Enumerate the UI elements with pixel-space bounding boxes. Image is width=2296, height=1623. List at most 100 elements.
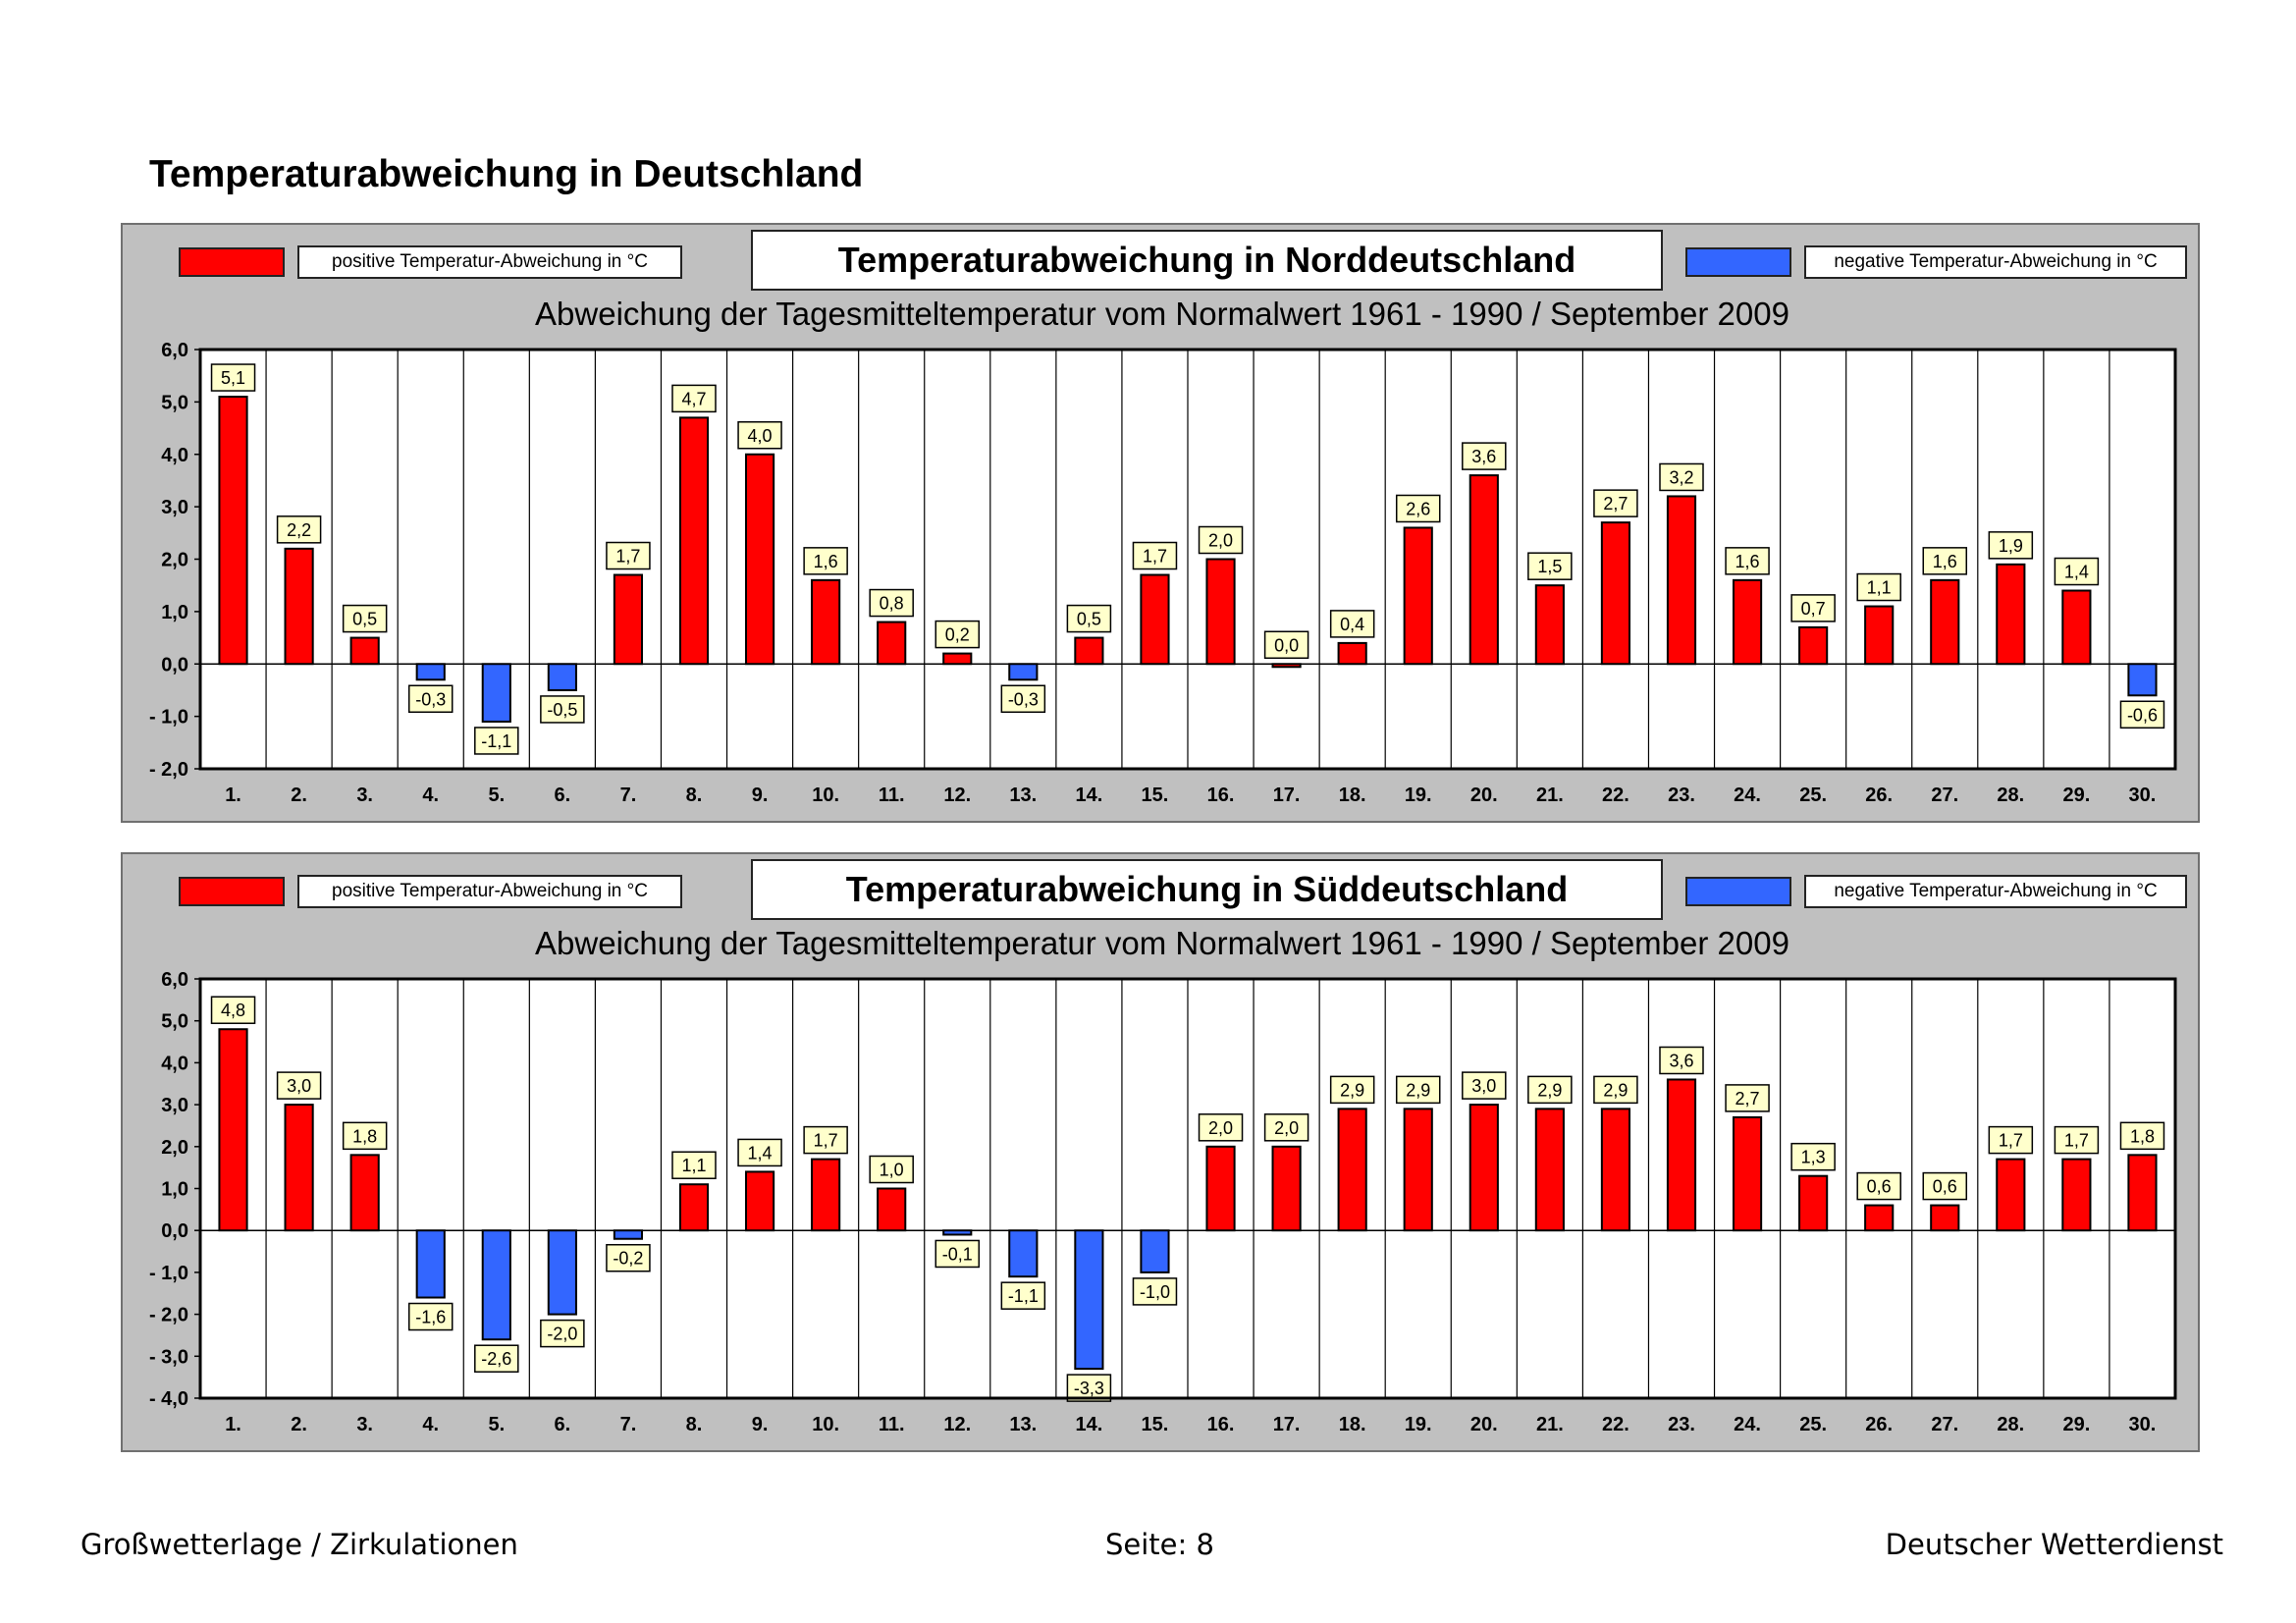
x-tick-label: 10.	[812, 784, 839, 806]
bar	[744, 1170, 775, 1232]
data-label-box	[1000, 1281, 1046, 1310]
data-label-box	[1395, 494, 1441, 523]
y-tick-label: 3,0	[161, 497, 188, 518]
data-label-box	[210, 363, 256, 392]
data-label: 2,2	[287, 520, 311, 540]
y-tick-label: 4,0	[161, 1053, 188, 1074]
data-label-box	[1263, 630, 1309, 659]
x-tick-label: 7.	[620, 1414, 637, 1435]
data-label: 2,7	[1735, 1089, 1760, 1109]
data-label-box	[474, 1344, 519, 1373]
x-tick-label: 19.	[1405, 1414, 1432, 1435]
data-label-box	[342, 604, 388, 633]
x-tick-label: 3.	[356, 784, 373, 806]
data-label-box	[474, 727, 519, 755]
data-label: 1,1	[1867, 578, 1892, 598]
x-tick-label: 2.	[291, 1414, 307, 1435]
data-label: 2,9	[1537, 1080, 1562, 1100]
data-label-box	[1198, 1113, 1244, 1142]
bar	[1468, 1104, 1499, 1232]
bar	[1008, 663, 1039, 681]
footer-left: Großwetterlage / Zirkulationen	[80, 1528, 518, 1561]
data-label-box	[1132, 541, 1178, 570]
bar	[1798, 1174, 1829, 1232]
data-label: 1,6	[814, 552, 838, 571]
bar	[218, 396, 248, 666]
x-tick-label: 11.	[879, 784, 905, 806]
bar	[1996, 1158, 2026, 1232]
x-tick-label: 14.	[1075, 1414, 1102, 1435]
bar	[1732, 1115, 1763, 1232]
data-label-box	[934, 620, 981, 649]
x-tick-label: 8.	[686, 784, 703, 806]
data-label-box	[1659, 1046, 1704, 1075]
x-tick-label: 9.	[752, 1414, 769, 1435]
x-tick-label: 23.	[1668, 1414, 1695, 1435]
data-label-box	[1790, 1142, 1836, 1171]
data-label-box	[1066, 604, 1112, 633]
data-label: 1,9	[1999, 536, 2023, 556]
bar	[2061, 589, 2092, 666]
x-tick-label: 11.	[879, 1414, 905, 1435]
bar	[547, 1229, 577, 1316]
data-label: 1,4	[748, 1143, 773, 1163]
data-label: 2,9	[1603, 1080, 1628, 1100]
bar	[1864, 1204, 1895, 1232]
data-label-box	[1856, 1171, 1901, 1201]
x-tick-label: 21.	[1536, 784, 1564, 806]
data-label: -3,3	[1074, 1379, 1104, 1398]
data-label: 0,7	[1801, 599, 1826, 619]
bar	[1600, 1108, 1631, 1232]
data-label-box	[1922, 1171, 1968, 1201]
bar	[1271, 1145, 1302, 1232]
x-tick-label: 22.	[1602, 784, 1629, 806]
data-label-box	[1725, 1084, 1770, 1112]
page-title: Temperaturabweichung in Deutschland	[149, 153, 864, 195]
data-label-box	[2054, 557, 2100, 586]
data-label-box	[1527, 552, 1573, 580]
x-tick-label: 19.	[1405, 784, 1432, 806]
legend-negative-label: negative Temperatur-Abweichung in °C	[1804, 245, 2187, 279]
data-label: 1,7	[1999, 1131, 2023, 1151]
data-label-box	[540, 1319, 585, 1348]
bar	[678, 1183, 710, 1232]
data-label: 0,6	[1867, 1177, 1892, 1197]
data-label: -2,6	[481, 1349, 511, 1369]
x-tick-label: 16.	[1207, 784, 1235, 806]
data-label: 4,7	[681, 389, 706, 408]
data-label: 1,7	[1143, 547, 1167, 567]
data-label: -1,1	[481, 731, 511, 751]
y-tick-label: 2,0	[161, 1137, 188, 1159]
data-label: 1,6	[1735, 552, 1760, 571]
y-tick-label: - 2,0	[149, 759, 188, 781]
legend-positive-label: positive Temperatur-Abweichung in °C	[297, 875, 682, 908]
x-tick-label: 7.	[620, 784, 637, 806]
x-tick-label: 3.	[356, 1414, 373, 1435]
x-tick-label: 28.	[1997, 1414, 2024, 1435]
data-label-box	[1329, 1075, 1375, 1105]
x-tick-label: 27.	[1931, 1414, 1958, 1435]
data-label: 1,7	[615, 547, 640, 567]
bar	[2127, 1154, 2158, 1232]
bar	[1140, 1229, 1170, 1273]
data-label-box	[869, 588, 914, 618]
legend-positive-swatch	[179, 247, 285, 277]
data-label: 0,2	[945, 625, 970, 645]
bar	[877, 621, 907, 666]
x-tick-label: 6.	[555, 1414, 571, 1435]
data-label-box	[1263, 1113, 1309, 1142]
data-label: 0,5	[352, 610, 377, 629]
bar	[2127, 663, 2158, 697]
legend-positive-swatch	[179, 877, 285, 906]
x-tick-label: 25.	[1799, 784, 1827, 806]
bar	[1534, 1108, 1565, 1232]
y-tick-label: - 1,0	[149, 1263, 188, 1284]
data-label-box	[2119, 1121, 2165, 1151]
data-label: 3,2	[1669, 467, 1693, 487]
y-tick-label: 2,0	[161, 550, 188, 571]
x-tick-label: 26.	[1865, 1414, 1893, 1435]
x-tick-label: 25.	[1799, 1414, 1827, 1435]
plot-frame	[198, 977, 2177, 1400]
bar	[284, 547, 314, 666]
data-label: 5,1	[221, 368, 245, 388]
